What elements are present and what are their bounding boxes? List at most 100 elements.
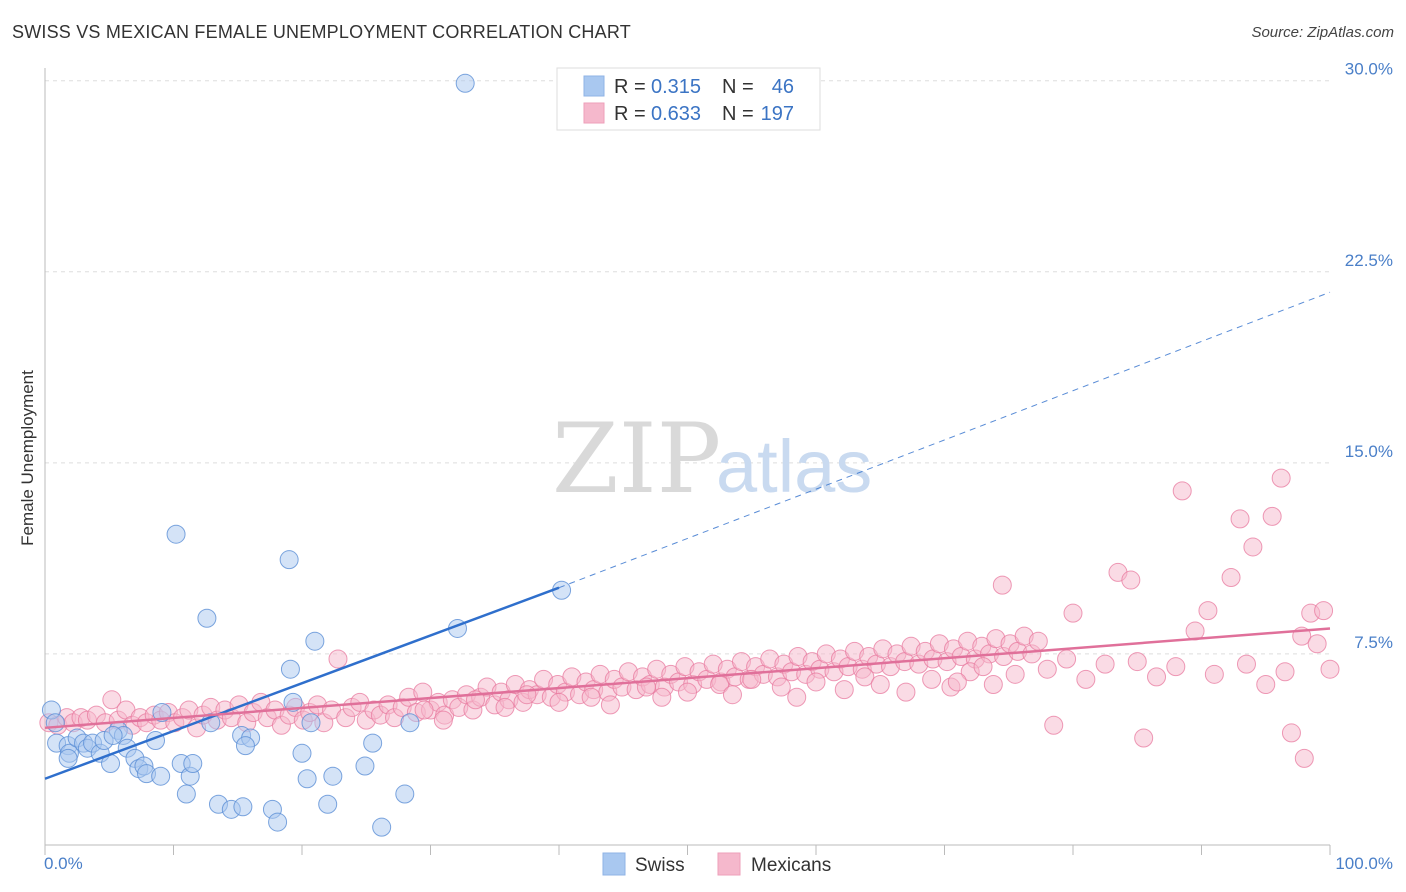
swiss-point	[183, 753, 203, 773]
mexicans-point	[1166, 657, 1186, 677]
swiss-point	[103, 725, 123, 745]
mexicans-point	[1121, 570, 1141, 590]
swiss-trend-extension	[558, 291, 1331, 589]
legend-swatch-swiss	[583, 75, 605, 97]
gridlines	[45, 80, 1330, 655]
bottom-legend-mexicans: Mexicans	[751, 855, 831, 876]
mexicans-point	[1256, 675, 1276, 695]
trend-lines	[44, 291, 1331, 780]
y-tick-label: 15.0%	[1345, 442, 1393, 461]
swiss-trend-line	[44, 586, 560, 780]
bottom-legend: Swiss Mexicans	[602, 852, 831, 876]
mexicans-point	[1147, 667, 1167, 687]
mexicans-point	[1204, 664, 1224, 684]
swiss-point	[301, 713, 321, 733]
swiss-point	[395, 784, 415, 804]
y-tick-labels: 7.5% 15.0% 22.5% 30.0%	[1345, 60, 1393, 652]
mexicans-point	[1037, 659, 1057, 679]
mexicans-trend-line	[44, 627, 1331, 730]
swiss-point	[152, 703, 172, 723]
mexicans-point	[1271, 468, 1291, 488]
mexicans-point	[787, 687, 807, 707]
mexicans-point	[922, 669, 942, 689]
mexicans-point	[1198, 601, 1218, 621]
swiss-point	[455, 73, 475, 93]
mexicans-point	[1063, 603, 1083, 623]
mexicans-point	[102, 690, 122, 710]
y-tick-label: 22.5%	[1345, 251, 1393, 270]
swiss-point	[280, 659, 300, 679]
mexicans-point	[1294, 748, 1314, 768]
mexicans-point	[1076, 669, 1096, 689]
watermark: ZIP atlas	[552, 403, 872, 515]
source-label: Source: ZipAtlas.com	[1251, 24, 1394, 41]
mexicans-point	[870, 675, 890, 695]
mexicans-point	[678, 682, 697, 702]
swiss-point	[305, 631, 325, 651]
mexicans-point	[983, 675, 1003, 695]
mexicans-point	[1057, 649, 1077, 669]
legend-swatch-mexicans	[583, 102, 605, 124]
swiss-point	[197, 608, 217, 628]
legend-mexicans-r-value: 0.633	[651, 103, 701, 125]
legend-swiss-n-value: 46	[772, 76, 794, 98]
legend-swiss-r-label: R =	[614, 76, 646, 98]
mexicans-point	[495, 697, 515, 717]
swiss-point	[297, 769, 317, 789]
mexicans-point	[1307, 634, 1327, 654]
watermark-atlas: atlas	[716, 425, 872, 508]
swiss-point	[363, 733, 383, 753]
swiss-point	[283, 692, 303, 712]
legend-mexicans-n-value: 197	[761, 103, 794, 125]
mexicans-point	[1095, 654, 1115, 674]
mexicans-point	[433, 710, 453, 730]
chart-title: SWISS VS MEXICAN FEMALE UNEMPLOYMENT COR…	[12, 22, 631, 42]
mexicans-point	[1044, 715, 1064, 735]
swiss-points	[41, 73, 572, 837]
bottom-legend-swatch-mexicans	[717, 852, 741, 876]
mexicans-point	[600, 695, 620, 715]
legend-swiss-n-label: N =	[722, 76, 754, 98]
swiss-point	[355, 756, 375, 776]
mexicans-point	[1134, 728, 1154, 748]
mexicans-point	[973, 657, 993, 677]
mexicans-point	[855, 667, 875, 687]
mexicans-point	[1221, 568, 1241, 588]
y-tick-label: 7.5%	[1354, 633, 1393, 652]
mexicans-point	[771, 677, 791, 697]
mexicans-point	[1127, 652, 1147, 672]
mexicans-point	[1005, 664, 1025, 684]
mexicans-point	[549, 692, 569, 712]
swiss-point	[372, 817, 392, 837]
x-tick-label-max: 100.0%	[1335, 854, 1393, 873]
mexicans-point	[992, 575, 1012, 595]
mexicans-point	[1028, 631, 1048, 651]
swiss-point	[279, 550, 299, 570]
legend-swiss-r-value: 0.315	[651, 76, 701, 98]
mexicans-point	[1172, 481, 1192, 501]
bottom-legend-swatch-swiss	[602, 852, 626, 876]
y-axis-label: Female Unemployment	[18, 370, 37, 546]
mexicans-point	[1236, 654, 1256, 674]
swiss-point	[318, 794, 338, 814]
swiss-point	[233, 797, 253, 817]
legend: R = 0.315 N = 46 R = 0.633 N = 197	[556, 67, 821, 131]
bottom-legend-swiss: Swiss	[635, 855, 685, 876]
swiss-point	[400, 713, 420, 733]
swiss-point	[58, 748, 78, 768]
swiss-point	[235, 736, 255, 756]
swiss-point	[268, 812, 288, 832]
mexicans-point	[652, 687, 672, 707]
mexicans-point	[328, 649, 348, 669]
legend-mexicans-r-label: R =	[614, 103, 646, 125]
mexicans-point	[742, 669, 762, 689]
mexicans-point	[414, 700, 434, 720]
x-tick-label-min: 0.0%	[44, 854, 83, 873]
swiss-point	[176, 784, 196, 804]
mexicans-point	[1230, 509, 1250, 529]
legend-mexicans-n-label: N =	[722, 103, 754, 125]
mexicans-point	[1314, 601, 1334, 621]
mexicans-point	[806, 672, 826, 692]
y-tick-label: 30.0%	[1345, 60, 1393, 79]
